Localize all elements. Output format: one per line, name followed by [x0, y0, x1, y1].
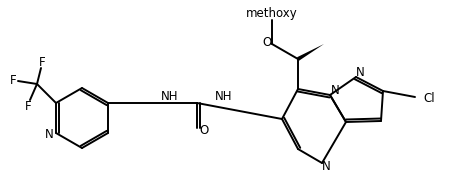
Text: O: O — [199, 124, 209, 137]
Text: N: N — [330, 84, 339, 98]
Text: O: O — [262, 36, 272, 49]
Text: F: F — [10, 74, 16, 87]
Text: Cl: Cl — [423, 92, 435, 104]
Text: N: N — [45, 127, 54, 141]
Text: N: N — [322, 161, 330, 174]
Text: F: F — [39, 56, 45, 70]
Text: methoxy: methoxy — [246, 7, 298, 20]
Text: F: F — [25, 99, 31, 113]
Text: NH: NH — [161, 89, 179, 103]
Text: NH: NH — [215, 89, 233, 103]
Text: N: N — [356, 65, 364, 79]
Polygon shape — [297, 44, 324, 61]
